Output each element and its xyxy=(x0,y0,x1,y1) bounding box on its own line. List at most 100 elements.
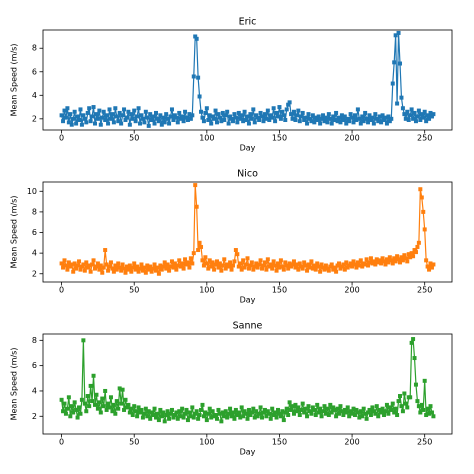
x-axis-label: Day xyxy=(240,448,256,457)
data-point xyxy=(203,255,208,260)
y-tick-label: 8 xyxy=(32,44,37,53)
data-point xyxy=(177,110,182,115)
y-tick-label: 4 xyxy=(32,386,37,395)
data-point xyxy=(241,119,246,124)
data-point xyxy=(254,261,259,266)
data-point xyxy=(71,410,76,415)
data-point xyxy=(142,120,147,125)
data-point xyxy=(228,406,233,411)
data-point xyxy=(302,118,307,122)
data-point xyxy=(191,74,196,79)
data-point xyxy=(270,115,275,120)
data-point xyxy=(354,265,359,270)
data-point xyxy=(403,256,408,261)
data-point xyxy=(345,265,350,270)
data-point xyxy=(415,399,420,404)
data-point xyxy=(306,112,311,117)
data-point xyxy=(249,410,254,415)
data-point xyxy=(319,414,324,419)
data-point xyxy=(108,260,113,265)
data-point xyxy=(84,120,89,125)
data-point xyxy=(116,261,121,266)
data-point xyxy=(68,112,73,117)
data-point xyxy=(75,114,80,119)
data-point xyxy=(251,406,256,411)
data-point xyxy=(408,113,413,118)
data-point xyxy=(171,118,176,122)
data-point xyxy=(107,107,112,112)
data-point xyxy=(431,262,436,267)
data-point xyxy=(389,407,394,412)
data-point xyxy=(143,109,148,114)
data-point xyxy=(270,406,275,411)
data-point xyxy=(431,112,436,117)
data-point xyxy=(297,261,302,266)
data-point xyxy=(300,401,305,406)
data-point xyxy=(361,406,366,411)
data-point xyxy=(196,248,201,253)
data-point xyxy=(100,270,105,275)
data-point xyxy=(342,114,347,119)
data-point xyxy=(412,110,417,115)
data-point xyxy=(408,255,413,260)
data-point xyxy=(185,418,190,423)
data-point xyxy=(100,396,105,401)
data-point xyxy=(116,406,121,411)
data-point xyxy=(72,400,77,405)
data-point xyxy=(322,404,327,409)
data-point xyxy=(85,394,90,399)
data-point xyxy=(187,265,192,270)
data-point xyxy=(117,265,122,270)
data-point xyxy=(172,113,177,118)
data-point xyxy=(188,256,193,261)
data-point xyxy=(178,264,183,269)
data-point xyxy=(187,410,192,415)
data-point xyxy=(276,261,281,266)
data-line xyxy=(61,32,434,126)
data-point xyxy=(90,114,95,119)
data-point xyxy=(69,122,74,127)
data-point xyxy=(78,107,83,112)
data-point xyxy=(348,409,353,414)
data-point xyxy=(149,118,154,122)
data-point xyxy=(347,119,352,124)
data-point xyxy=(162,120,167,125)
data-point xyxy=(257,262,262,267)
data-point xyxy=(396,30,401,35)
data-point xyxy=(181,119,186,124)
data-point xyxy=(281,113,286,118)
data-point xyxy=(63,115,68,120)
data-point xyxy=(230,263,235,268)
data-point xyxy=(197,94,202,99)
data-point xyxy=(377,407,382,412)
data-point xyxy=(405,405,410,410)
data-point xyxy=(175,263,180,268)
data-point xyxy=(360,414,365,419)
data-point xyxy=(355,410,360,415)
data-point xyxy=(87,404,92,409)
data-point xyxy=(248,413,253,418)
data-point xyxy=(281,418,286,423)
data-point xyxy=(246,121,251,126)
data-point xyxy=(204,106,209,111)
data-point xyxy=(180,406,185,411)
data-point xyxy=(348,112,353,117)
data-point xyxy=(82,268,87,273)
data-point xyxy=(156,119,161,124)
data-point xyxy=(213,413,218,418)
data-point xyxy=(236,264,241,269)
data-point xyxy=(140,415,145,420)
data-point xyxy=(284,107,289,112)
data-point xyxy=(425,406,430,411)
x-tick-label: 200 xyxy=(344,438,359,447)
data-point xyxy=(310,113,315,118)
data-point xyxy=(364,416,369,421)
data-point xyxy=(367,260,372,265)
data-point xyxy=(252,415,257,420)
data-point xyxy=(335,119,340,124)
data-point xyxy=(69,404,74,409)
y-tick-label: 6 xyxy=(32,228,37,237)
data-point xyxy=(310,266,315,271)
data-point xyxy=(203,110,208,115)
data-point xyxy=(220,110,225,115)
